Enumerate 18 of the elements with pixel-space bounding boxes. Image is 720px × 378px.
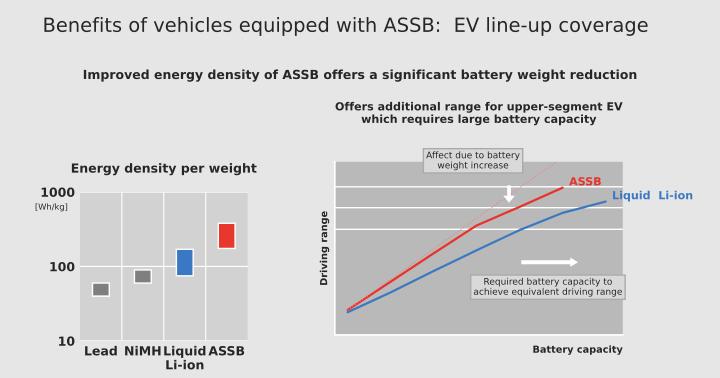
- text: Improved energy density of ASSB offers a significant battery weight reduction: [84, 70, 636, 82]
- chart-title: Energy density per weight: [72, 163, 257, 176]
- chart-title: Offers additional range for upper-segment EV which requires large battery capacity: [336, 102, 623, 126]
- x-tick-label: ASSB: [208, 346, 244, 356]
- y-tick-label: 1000: [42, 187, 74, 197]
- y-axis-title: [Wh/kg]: [36, 203, 68, 212]
- annotation: Required battery capacity to achieve equivalent driving range: [474, 278, 622, 297]
- y-axis-title: Driving range: [320, 211, 330, 285]
- x-axis-title: Battery capacity: [533, 345, 623, 355]
- y-tick-label: 100: [50, 262, 74, 272]
- x-tick-label: NiMH: [125, 346, 161, 356]
- x-tick-label: Liquid Li-ion: [164, 346, 206, 370]
- series-label: Liquid Li-ion: [613, 190, 692, 202]
- series-label: ASSB: [569, 177, 601, 186]
- y-tick-label: 10: [59, 336, 74, 346]
- x-tick-label: Lead: [85, 346, 117, 356]
- text: Benefits of vehicles equipped with ASSB: EV line-up coverage: [44, 17, 648, 36]
- annotation: Affect due to battery weight increase: [426, 151, 520, 170]
